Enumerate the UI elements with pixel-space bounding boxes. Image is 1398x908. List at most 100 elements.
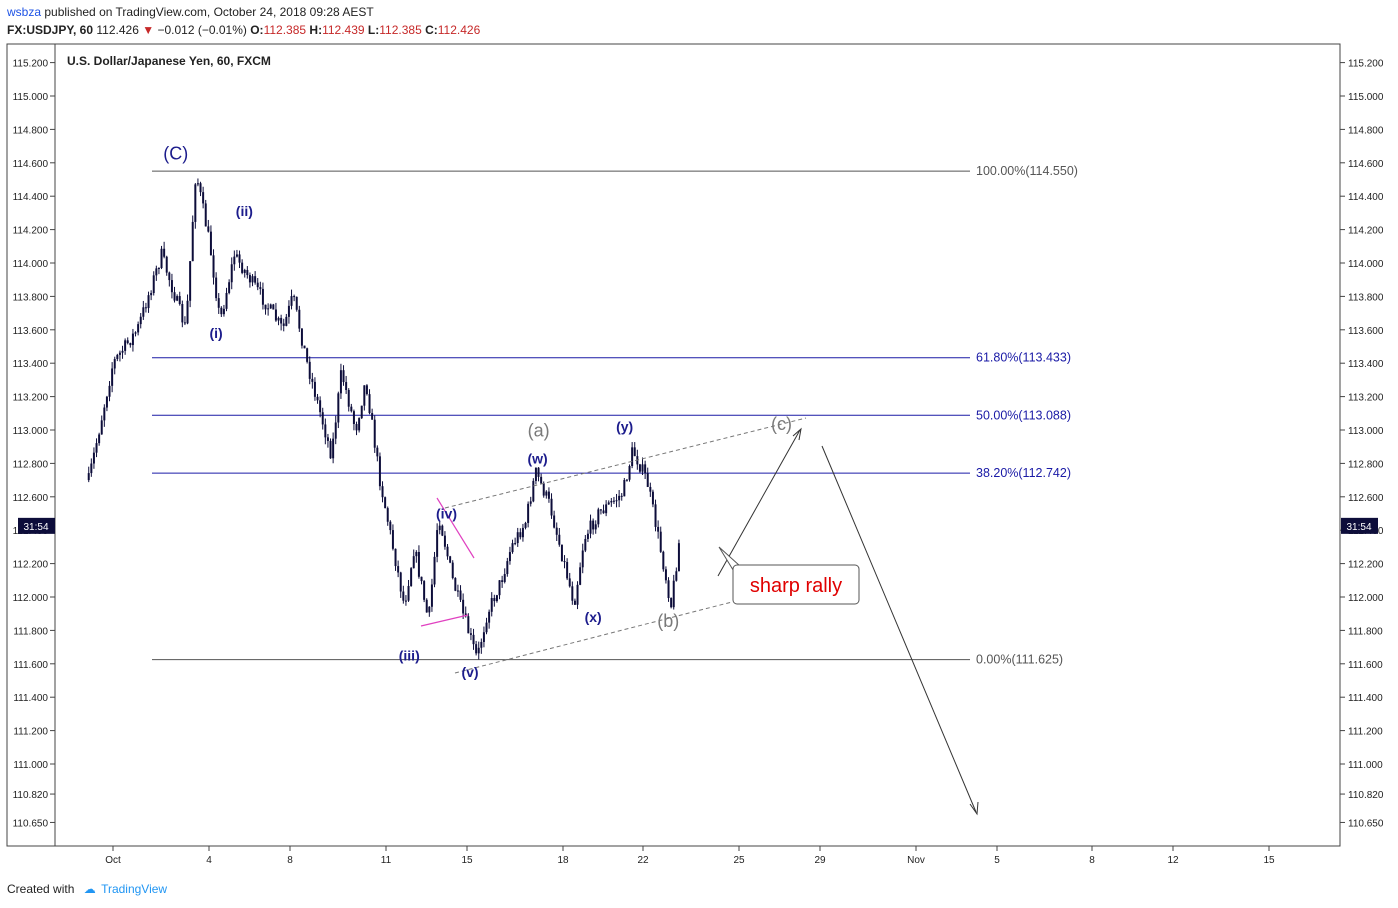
candle-body [337,393,340,423]
candle-body [212,255,215,278]
candle-body [456,590,459,592]
candle-body [360,405,363,419]
candle-body [386,508,389,522]
candle-body [402,591,405,601]
candle-body [589,520,592,534]
candle-body [350,406,353,412]
candle-body [170,280,173,293]
candle-body [334,422,337,439]
candle-body [186,300,189,324]
y-tick-label-left: 110.820 [13,790,49,801]
candle-body [347,390,350,407]
plot-area[interactable] [6,43,1341,847]
candle-body [108,385,111,397]
candle-body [537,467,540,477]
candle-body [394,548,397,567]
candle-body [449,556,452,563]
y-tick-label-right: 112.200 [1348,560,1384,571]
candle-body [368,394,371,414]
x-tick-label: 5 [994,855,1000,866]
down-arrowhead-icon [969,801,979,816]
triangle-upper-line[interactable] [436,497,475,559]
down-arrow-line[interactable] [821,445,977,813]
y-tick-label-right: 111.800 [1348,626,1383,637]
y-tick-label-right: 114.200 [1348,226,1384,237]
candle-body [423,581,426,600]
candle-body [342,370,345,383]
candle-body [503,574,506,582]
candle-body [202,192,205,204]
candle-body [677,543,680,572]
y-tick-label-left: 115.200 [13,59,49,70]
x-tick-label: 15 [461,855,473,866]
candle-body [378,456,381,487]
y-tick-label-right: 112.600 [1348,493,1384,504]
candle-body [243,269,246,273]
callout-box[interactable] [732,564,860,605]
channel-upper-line[interactable] [444,417,807,509]
x-tick-label: 25 [733,855,745,866]
candle-body [105,396,108,408]
candle-body [436,530,439,557]
x-tick-label: 12 [1167,855,1179,866]
candle-body [209,231,212,256]
tradingview-logo-icon[interactable]: ☁ [83,882,96,896]
candle-body [157,268,160,270]
y-tick-label-right: 110.820 [1348,790,1384,801]
x-tick-label: Oct [105,855,121,866]
y-tick-label-left: 114.000 [13,259,49,270]
x-tick-label: 8 [1089,855,1095,866]
candle-body [493,598,496,602]
candle-body [553,515,556,528]
candles [87,178,680,660]
candle-body [355,423,358,431]
candle-body [586,533,589,539]
candle-body [410,568,413,586]
candle-body [482,632,485,642]
candle-body [625,479,628,481]
wave-label: (y) [616,419,633,435]
candle-body [293,296,296,298]
candle-body [667,580,670,599]
up-arrow-line[interactable] [717,429,801,577]
drawings: sharp rally [420,417,979,816]
candle-body [163,248,166,257]
candle-body [397,566,400,573]
y-tick-label-left: 111.400 [13,693,48,704]
candle-body [235,254,238,257]
candle-body [363,385,366,406]
tradingview-brand[interactable]: TradingView [101,882,168,896]
candle-body [339,370,342,394]
y-tick-label-right: 111.600 [1348,660,1383,671]
candle-body [514,543,517,545]
candle-body [532,480,535,502]
y-tick-label-right: 111.200 [1348,727,1383,738]
candle-body [196,183,199,185]
x-tick-label: Nov [907,855,925,866]
candle-body [280,317,283,324]
candle-body [176,296,179,301]
candle-body [152,275,155,294]
candle-body [641,464,644,472]
candle-body [90,463,93,474]
candle-body [545,491,548,496]
y-tick-label-right: 115.000 [1348,92,1384,103]
candle-body [313,381,316,397]
candle-body [620,495,623,497]
candle-body [345,382,348,391]
candle-body [659,531,662,552]
candle-body [194,184,197,222]
footer: Created with ☁ TradingView [7,882,167,896]
candle-body [516,532,519,544]
candle-body [204,203,207,227]
publisher-name[interactable]: wsbza [7,5,42,19]
candle-body [664,569,667,581]
candle-body [610,500,613,503]
candle-body [495,595,498,602]
candle-body [599,509,602,511]
candle-body [389,521,392,531]
y-tick-label-right: 113.800 [1348,292,1384,303]
triangle-lower-line[interactable] [420,614,469,627]
candle-body [100,420,103,435]
